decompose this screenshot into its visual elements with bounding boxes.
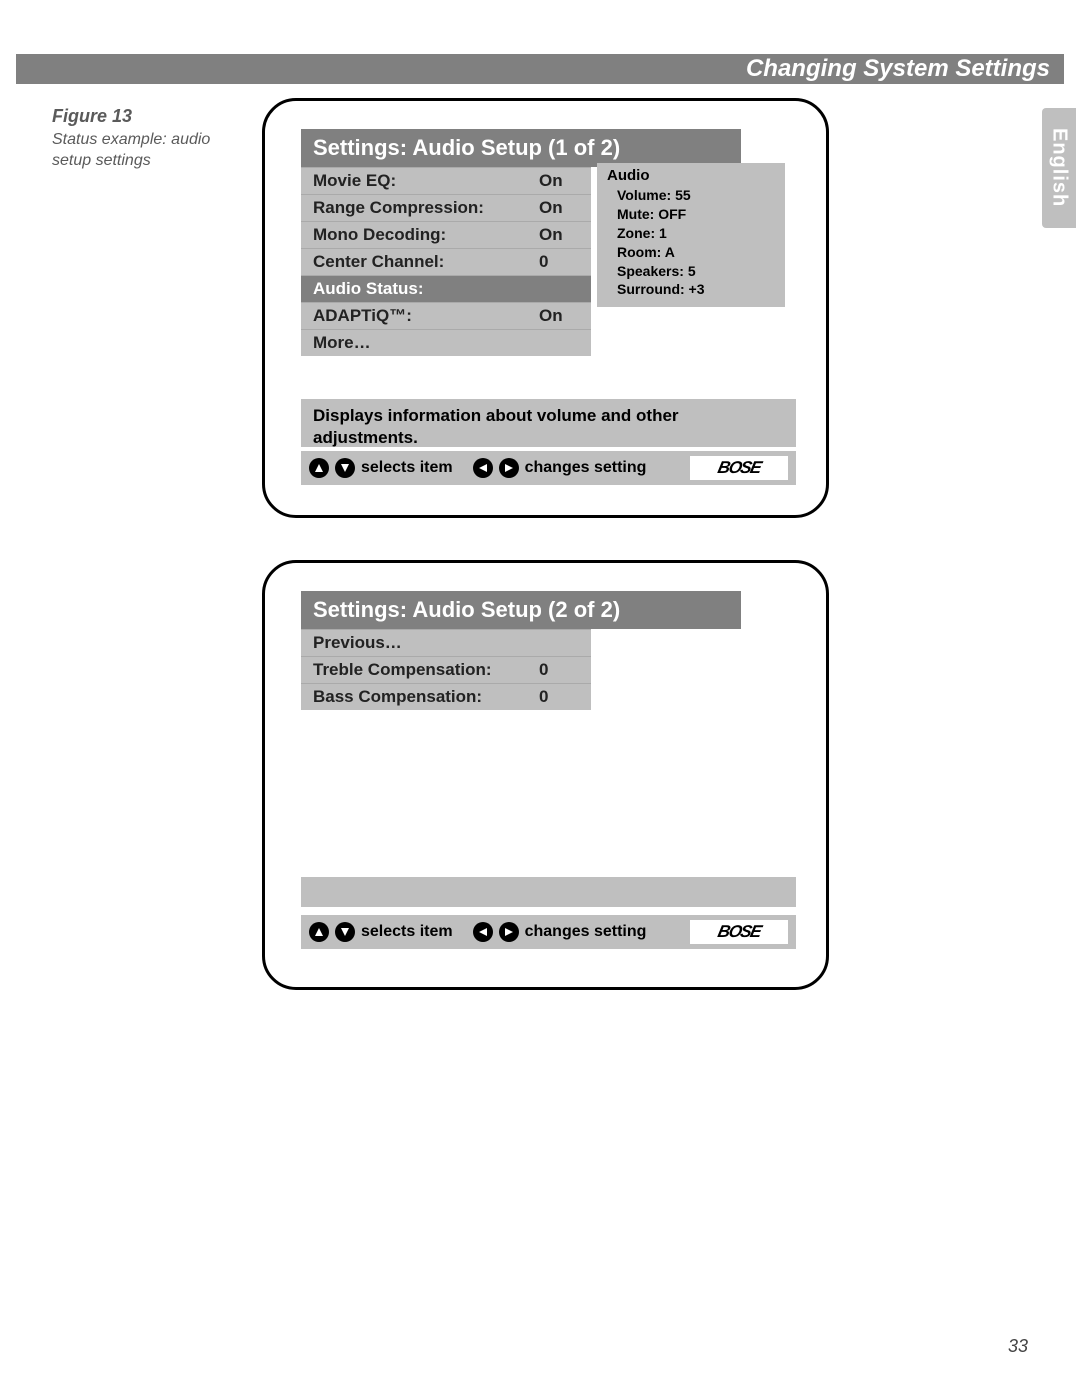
setting-audio-status[interactable]: Audio Status: (301, 275, 591, 302)
language-label: English (1048, 128, 1071, 207)
audio-speakers: Speakers: 5 (617, 262, 775, 281)
setting-label: Center Channel: (313, 252, 539, 272)
audio-zone: Zone: 1 (617, 224, 775, 243)
setting-value: 0 (539, 660, 579, 680)
down-arrow-icon[interactable] (335, 922, 355, 942)
setting-value: 0 (539, 687, 579, 707)
setting-value: On (539, 225, 579, 245)
setting-value (539, 333, 579, 353)
setting-label: Bass Compensation: (313, 687, 539, 707)
nav-changes-label: changes setting (525, 459, 647, 477)
right-arrow-icon[interactable] (499, 458, 519, 478)
setting-movie-eq[interactable]: Movie EQ: On (301, 167, 591, 194)
figure-label: Figure 13 (52, 106, 132, 127)
panel-title-2: Settings: Audio Setup (2 of 2) (301, 591, 741, 629)
setting-value: On (539, 198, 579, 218)
setting-label: Movie EQ: (313, 171, 539, 191)
nav-changes-label: changes setting (525, 923, 647, 941)
panel-title-1: Settings: Audio Setup (1 of 2) (301, 129, 741, 167)
audio-room: Room: A (617, 243, 775, 262)
bose-logo: BOSE (690, 920, 788, 944)
setting-label: Range Compression: (313, 198, 539, 218)
language-tab: English (1042, 108, 1076, 228)
nav-bar-2: selects item changes setting BOSE (301, 915, 796, 949)
setting-label: Mono Decoding: (313, 225, 539, 245)
down-arrow-icon[interactable] (335, 458, 355, 478)
page-header: Changing System Settings (16, 54, 1064, 84)
setting-adaptiq[interactable]: ADAPTiQ™: On (301, 302, 591, 329)
setting-mono-decoding[interactable]: Mono Decoding: On (301, 221, 591, 248)
setting-value (539, 633, 579, 653)
settings-screen-2: Settings: Audio Setup (2 of 2) Previous…… (262, 560, 829, 990)
setting-label: Audio Status: (313, 279, 539, 299)
bose-logo: BOSE (690, 456, 788, 480)
setting-center-channel[interactable]: Center Channel: 0 (301, 248, 591, 275)
audio-mute: Mute: OFF (617, 205, 775, 224)
setting-range-compression[interactable]: Range Compression: On (301, 194, 591, 221)
settings-screen-1: Settings: Audio Setup (1 of 2) Movie EQ:… (262, 98, 829, 518)
left-arrow-icon[interactable] (473, 922, 493, 942)
up-arrow-icon[interactable] (309, 922, 329, 942)
audio-status-box: Audio Volume: 55 Mute: OFF Zone: 1 Room:… (597, 163, 785, 307)
setting-treble-compensation[interactable]: Treble Compensation: 0 (301, 656, 591, 683)
setting-label: Treble Compensation: (313, 660, 539, 680)
right-arrow-icon[interactable] (499, 922, 519, 942)
header-title: Changing System Settings (746, 55, 1050, 83)
setting-label: Previous… (313, 633, 539, 653)
setting-label: More… (313, 333, 539, 353)
audio-surround: Surround: +3 (617, 280, 775, 299)
setting-bass-compensation[interactable]: Bass Compensation: 0 (301, 683, 591, 710)
description-bar-2 (301, 877, 796, 907)
audio-box-title: Audio (607, 167, 775, 184)
page-number: 33 (1008, 1336, 1028, 1357)
setting-label: ADAPTiQ™: (313, 306, 539, 326)
nav-bar-1: selects item changes setting BOSE (301, 451, 796, 485)
up-arrow-icon[interactable] (309, 458, 329, 478)
setting-value: On (539, 306, 579, 326)
setting-previous[interactable]: Previous… (301, 629, 591, 656)
setting-value: 0 (539, 252, 579, 272)
left-arrow-icon[interactable] (473, 458, 493, 478)
nav-selects-label: selects item (361, 923, 453, 941)
setting-value: On (539, 171, 579, 191)
figure-caption: Status example: audio setup settings (52, 130, 232, 172)
description-bar-1: Displays information about volume and ot… (301, 399, 796, 447)
setting-more[interactable]: More… (301, 329, 591, 356)
setting-value (539, 279, 579, 299)
audio-volume: Volume: 55 (617, 186, 775, 205)
nav-selects-label: selects item (361, 459, 453, 477)
